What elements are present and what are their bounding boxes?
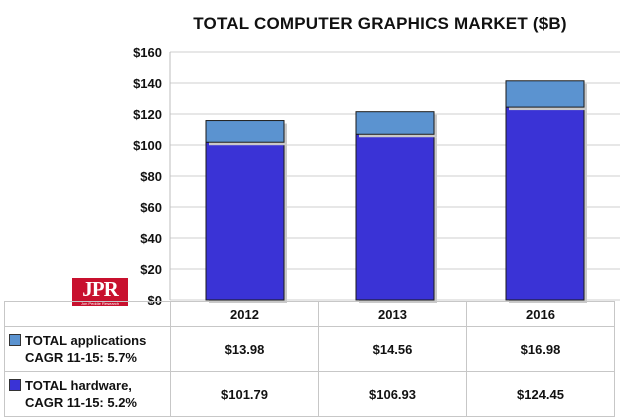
- bar-applications: [355, 111, 435, 135]
- table-row: TOTAL applications CAGR 11-15: 5.7% $13.…: [4, 326, 615, 372]
- y-tick-label: $160: [133, 45, 162, 60]
- data-label: $101.79: [170, 371, 319, 417]
- data-label: $16.98: [466, 326, 615, 372]
- y-tick-label: $100: [133, 138, 162, 153]
- y-tick-label: $40: [140, 231, 162, 246]
- x-tick-label: 2012: [170, 301, 319, 327]
- chart-plot: $0$20$40$60$80$100$120$140$160: [133, 45, 620, 305]
- y-tick-label: $120: [133, 107, 162, 122]
- legend-swatch-hardware: [9, 379, 21, 391]
- logo-text: JPR: [82, 278, 118, 301]
- table-corner: [4, 301, 171, 327]
- y-tick-label: $60: [140, 200, 162, 215]
- bar-hardware: [505, 106, 585, 301]
- y-tick-label: $20: [140, 262, 162, 277]
- legend-entry-applications: TOTAL applications CAGR 11-15: 5.7%: [4, 326, 171, 372]
- data-label: $124.45: [466, 371, 615, 417]
- bars: [205, 80, 587, 303]
- legend-entry-hardware: TOTAL hardware, CAGR 11-15: 5.2%: [4, 371, 171, 417]
- bar-hardware: [355, 133, 435, 301]
- table-header-row: 2012 2013 2016: [4, 301, 615, 327]
- legend-label-cagr: CAGR 11-15: 5.2%: [25, 395, 137, 410]
- bar-applications: [505, 80, 585, 108]
- y-tick-label: $140: [133, 76, 162, 91]
- x-tick-label: 2016: [466, 301, 615, 327]
- data-table: 2012 2013 2016 TOTAL applications CAGR 1…: [4, 301, 615, 417]
- bar-applications: [205, 120, 285, 143]
- legend-label: TOTAL applications: [25, 333, 147, 348]
- legend-label-cagr: CAGR 11-15: 5.7%: [25, 350, 137, 365]
- y-axis-ticks: $0$20$40$60$80$100$120$140$160: [133, 45, 162, 305]
- table-row: TOTAL hardware, CAGR 11-15: 5.2% $101.79…: [4, 371, 615, 417]
- chart-title: TOTAL COMPUTER GRAPHICS MARKET ($B): [193, 14, 567, 33]
- data-label: $14.56: [318, 326, 467, 372]
- legend-label: TOTAL hardware,: [25, 378, 132, 393]
- y-tick-label: $80: [140, 169, 162, 184]
- legend-swatch-applications: [9, 334, 21, 346]
- x-tick-label: 2013: [318, 301, 467, 327]
- data-label: $13.98: [170, 326, 319, 372]
- data-label: $106.93: [318, 371, 467, 417]
- bar-hardware: [205, 141, 285, 301]
